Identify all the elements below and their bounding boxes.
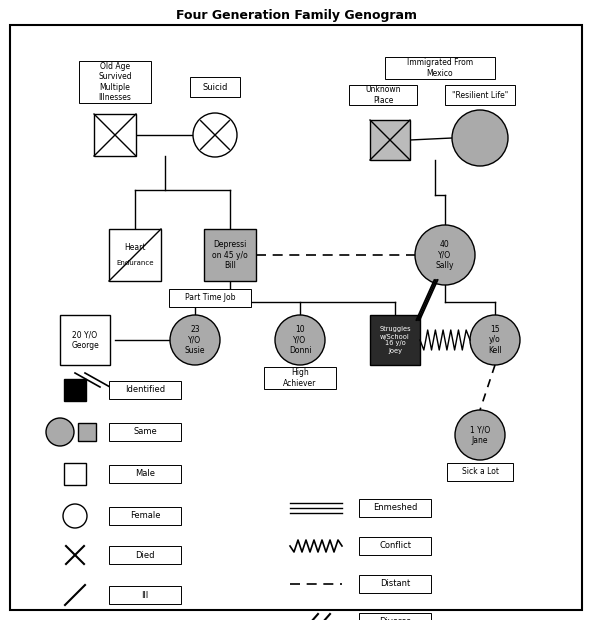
Text: Unknown
Place: Unknown Place xyxy=(365,86,401,105)
Bar xyxy=(204,229,256,281)
Circle shape xyxy=(470,315,520,365)
Bar xyxy=(109,381,181,399)
Circle shape xyxy=(455,410,505,460)
Text: Suicid: Suicid xyxy=(202,82,228,92)
Bar xyxy=(370,315,420,365)
Bar xyxy=(359,537,431,555)
Text: Depressi
on 45 y/o
Bill: Depressi on 45 y/o Bill xyxy=(212,240,248,270)
Text: Ill: Ill xyxy=(141,590,149,600)
Bar xyxy=(109,465,181,483)
Text: 20 Y/O
George: 20 Y/O George xyxy=(71,330,99,350)
Text: Distant: Distant xyxy=(380,580,410,588)
Bar xyxy=(169,289,251,307)
Text: Identified: Identified xyxy=(125,386,165,394)
Bar xyxy=(370,120,410,160)
Text: Struggles
w/School
16 y/o
Joey: Struggles w/School 16 y/o Joey xyxy=(379,327,411,353)
Text: 40
Y/O
Sally: 40 Y/O Sally xyxy=(436,240,454,270)
Bar xyxy=(79,61,151,103)
Text: Same: Same xyxy=(133,428,157,436)
Bar xyxy=(349,85,417,105)
Text: Immigrated From
Mexico: Immigrated From Mexico xyxy=(407,58,473,78)
Circle shape xyxy=(452,110,508,166)
Bar xyxy=(109,229,161,281)
Bar xyxy=(64,463,86,485)
Circle shape xyxy=(415,225,475,285)
Text: Enmeshed: Enmeshed xyxy=(373,503,417,513)
Bar xyxy=(190,77,240,97)
Circle shape xyxy=(63,504,87,528)
Text: "Resilient Life": "Resilient Life" xyxy=(452,91,508,99)
Text: Died: Died xyxy=(135,551,155,559)
Bar xyxy=(385,57,495,79)
Bar xyxy=(109,546,181,564)
Text: Female: Female xyxy=(130,512,160,521)
Bar xyxy=(109,586,181,604)
Bar xyxy=(60,315,110,365)
Bar xyxy=(78,423,96,441)
Bar xyxy=(94,114,136,156)
Text: Part Time Job: Part Time Job xyxy=(185,293,235,303)
Text: Endurance: Endurance xyxy=(116,260,154,266)
Text: 15
y/o
Kell: 15 y/o Kell xyxy=(488,325,502,355)
Circle shape xyxy=(46,418,74,446)
Bar xyxy=(359,575,431,593)
Text: Sick a Lot: Sick a Lot xyxy=(462,467,498,477)
Circle shape xyxy=(275,315,325,365)
Bar xyxy=(109,423,181,441)
Text: Heart: Heart xyxy=(124,242,146,252)
Bar xyxy=(359,613,431,620)
Bar xyxy=(359,499,431,517)
Text: Old Age
Survived
Multiple
Illnesses: Old Age Survived Multiple Illnesses xyxy=(98,62,132,102)
Bar xyxy=(64,379,86,401)
Text: 10
Y/O
Donni: 10 Y/O Donni xyxy=(289,325,311,355)
Text: 23
Y/O
Susie: 23 Y/O Susie xyxy=(185,325,205,355)
Text: Male: Male xyxy=(135,469,155,479)
Circle shape xyxy=(170,315,220,365)
Circle shape xyxy=(193,113,237,157)
Bar xyxy=(445,85,515,105)
Text: Conflict: Conflict xyxy=(379,541,411,551)
Bar xyxy=(264,367,336,389)
Text: High
Achiever: High Achiever xyxy=(284,368,317,388)
Text: 1 Y/O
Jane: 1 Y/O Jane xyxy=(470,425,490,445)
Bar xyxy=(447,463,513,481)
Text: Four Generation Family Genogram: Four Generation Family Genogram xyxy=(175,9,417,22)
Text: Divorce: Divorce xyxy=(379,618,411,620)
Bar xyxy=(109,507,181,525)
